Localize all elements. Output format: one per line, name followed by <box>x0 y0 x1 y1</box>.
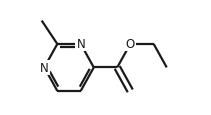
Text: N: N <box>76 38 85 51</box>
Text: O: O <box>126 38 135 51</box>
Text: N: N <box>40 61 49 74</box>
